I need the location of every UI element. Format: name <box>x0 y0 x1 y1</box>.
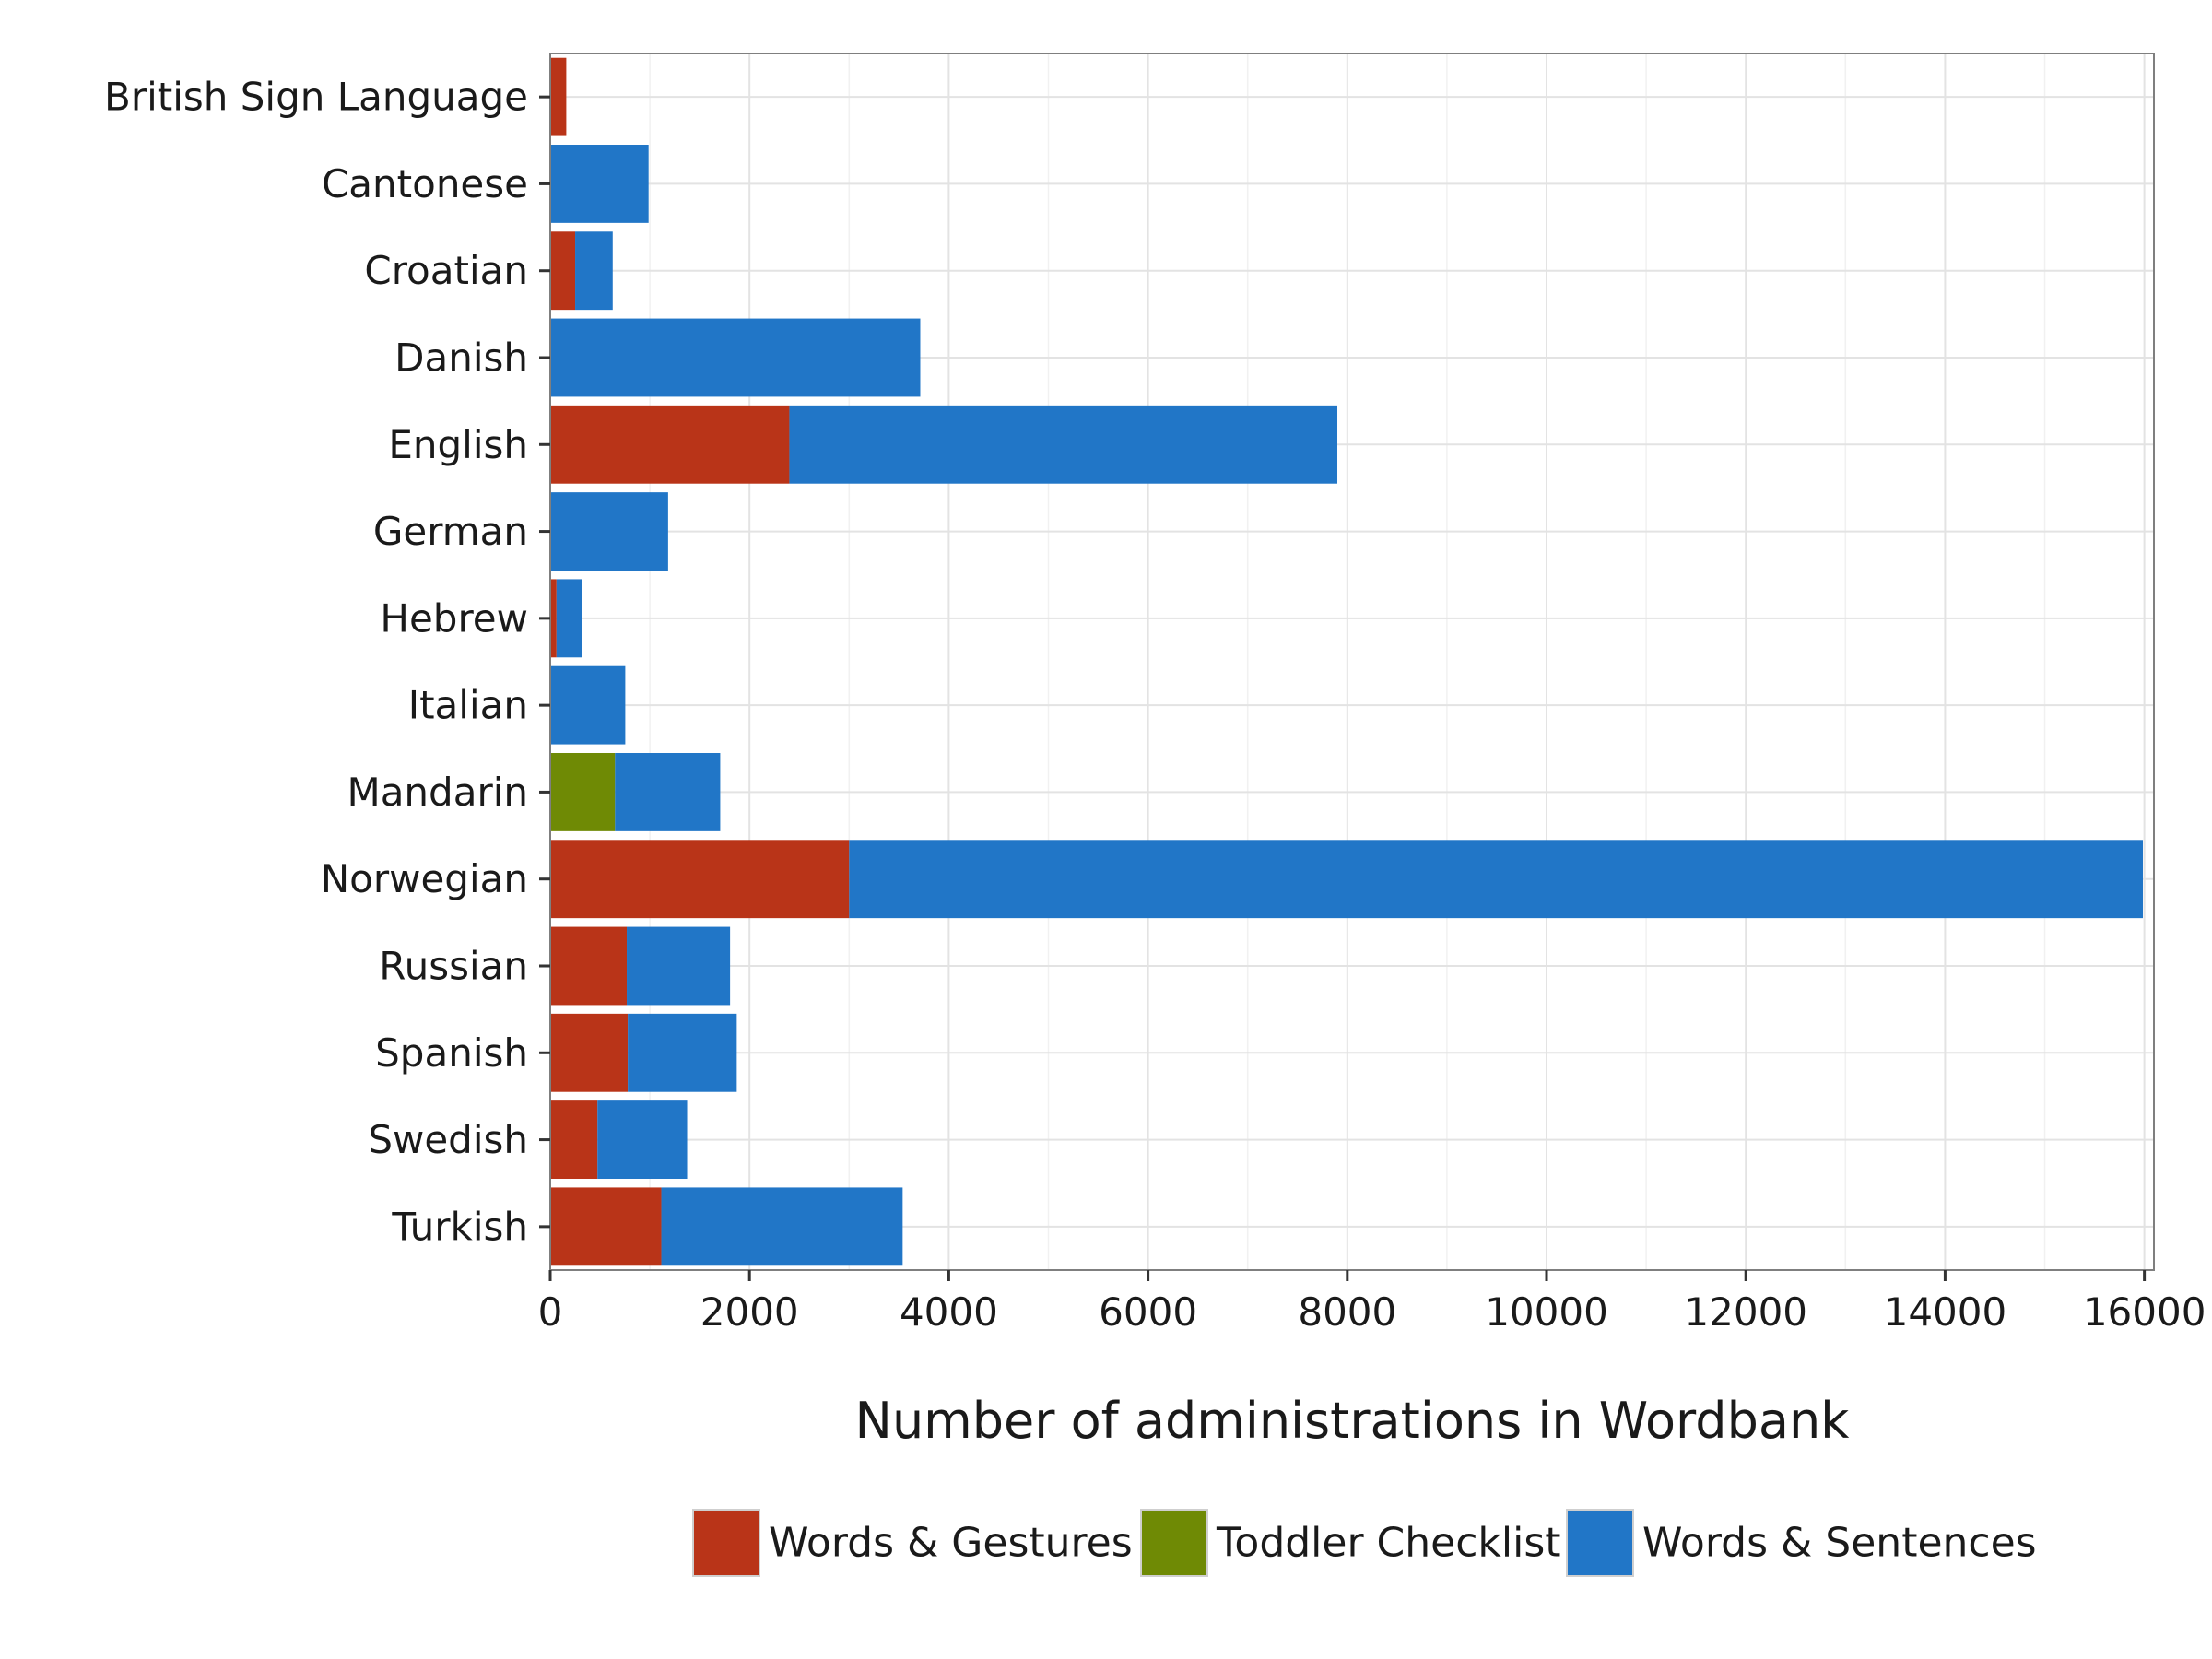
grid-lines <box>549 53 2154 1270</box>
bars <box>550 57 2144 1266</box>
category-label: British Sign Language <box>104 75 528 120</box>
bar-words-sentences <box>627 926 731 1006</box>
legend-key-toddler-checklist <box>1140 1509 1208 1577</box>
bar-words-sentences <box>789 405 1338 484</box>
bar-words-sentences <box>615 753 721 831</box>
bar-words-sentences <box>556 579 582 658</box>
bar-words-sentences <box>575 231 613 311</box>
category-label: Hebrew <box>380 595 528 641</box>
legend-label: Words & Gestures <box>769 1520 1133 1567</box>
legend-key-words-gestures <box>692 1509 760 1577</box>
x-tick-label: 12000 <box>1684 1289 1807 1335</box>
x-tick-label: 8000 <box>1298 1289 1396 1335</box>
panel-border <box>549 53 2155 1271</box>
bar-words-sentences <box>597 1100 688 1179</box>
bar-words-gestures <box>550 1100 598 1179</box>
bar-words-sentences <box>661 1187 903 1266</box>
category-label: German <box>373 509 528 554</box>
bar-words-gestures <box>550 840 850 919</box>
bar-toddler-checklist <box>550 753 616 831</box>
legend-label: Words & Sentences <box>1642 1520 2037 1567</box>
category-label: Spanish <box>375 1030 528 1076</box>
x-tick-label: 2000 <box>700 1289 799 1335</box>
bar-words-gestures <box>550 1013 629 1092</box>
x-tick-label: 16000 <box>2083 1289 2206 1335</box>
category-label: Norwegian <box>321 856 528 901</box>
bar-words-gestures <box>550 231 576 311</box>
legend: Words & Gestures Toddler Checklist Words &… <box>692 1509 2037 1577</box>
bar-words-sentences <box>550 145 649 223</box>
bar-words-gestures <box>550 1187 662 1266</box>
bar-words-sentences <box>550 665 626 745</box>
legend-key-words-sentences <box>1566 1509 1634 1577</box>
bar-words-gestures <box>550 405 790 484</box>
x-tick-label: 6000 <box>1099 1289 1197 1335</box>
category-label: Turkish <box>391 1204 528 1249</box>
category-label: Italian <box>408 683 528 728</box>
x-tick-label: 10000 <box>1485 1289 1608 1335</box>
category-label: Russian <box>379 944 528 989</box>
bar-words-sentences <box>550 492 668 571</box>
panel-background <box>550 53 2154 1270</box>
legend-label: Toddler Checklist <box>1216 1520 1561 1567</box>
x-tick-label: 14000 <box>1884 1289 2007 1335</box>
bar-words-gestures <box>550 926 628 1006</box>
category-label: Croatian <box>364 248 528 293</box>
bar-words-gestures <box>550 579 557 658</box>
x-axis: 0 2000 4000 6000 8000 10000 12000 14000 16000 <box>538 1270 2206 1335</box>
category-label: Swedish <box>368 1117 528 1162</box>
bar-words-sentences <box>628 1013 737 1092</box>
bar-words-sentences <box>550 318 921 397</box>
x-axis-title: Number of administrations in Wordbank <box>855 1392 1851 1450</box>
category-label: Cantonese <box>322 161 528 206</box>
category-label: Mandarin <box>347 770 528 815</box>
category-label: Danish <box>394 335 528 381</box>
bar-words-sentences <box>849 840 2144 919</box>
x-tick-label: 4000 <box>900 1289 998 1335</box>
x-tick-label: 0 <box>538 1289 563 1335</box>
y-axis: British Sign Language Cantonese Croatian Da… <box>104 75 550 1249</box>
category-label: English <box>388 422 528 467</box>
bar-words-gestures <box>550 57 567 136</box>
